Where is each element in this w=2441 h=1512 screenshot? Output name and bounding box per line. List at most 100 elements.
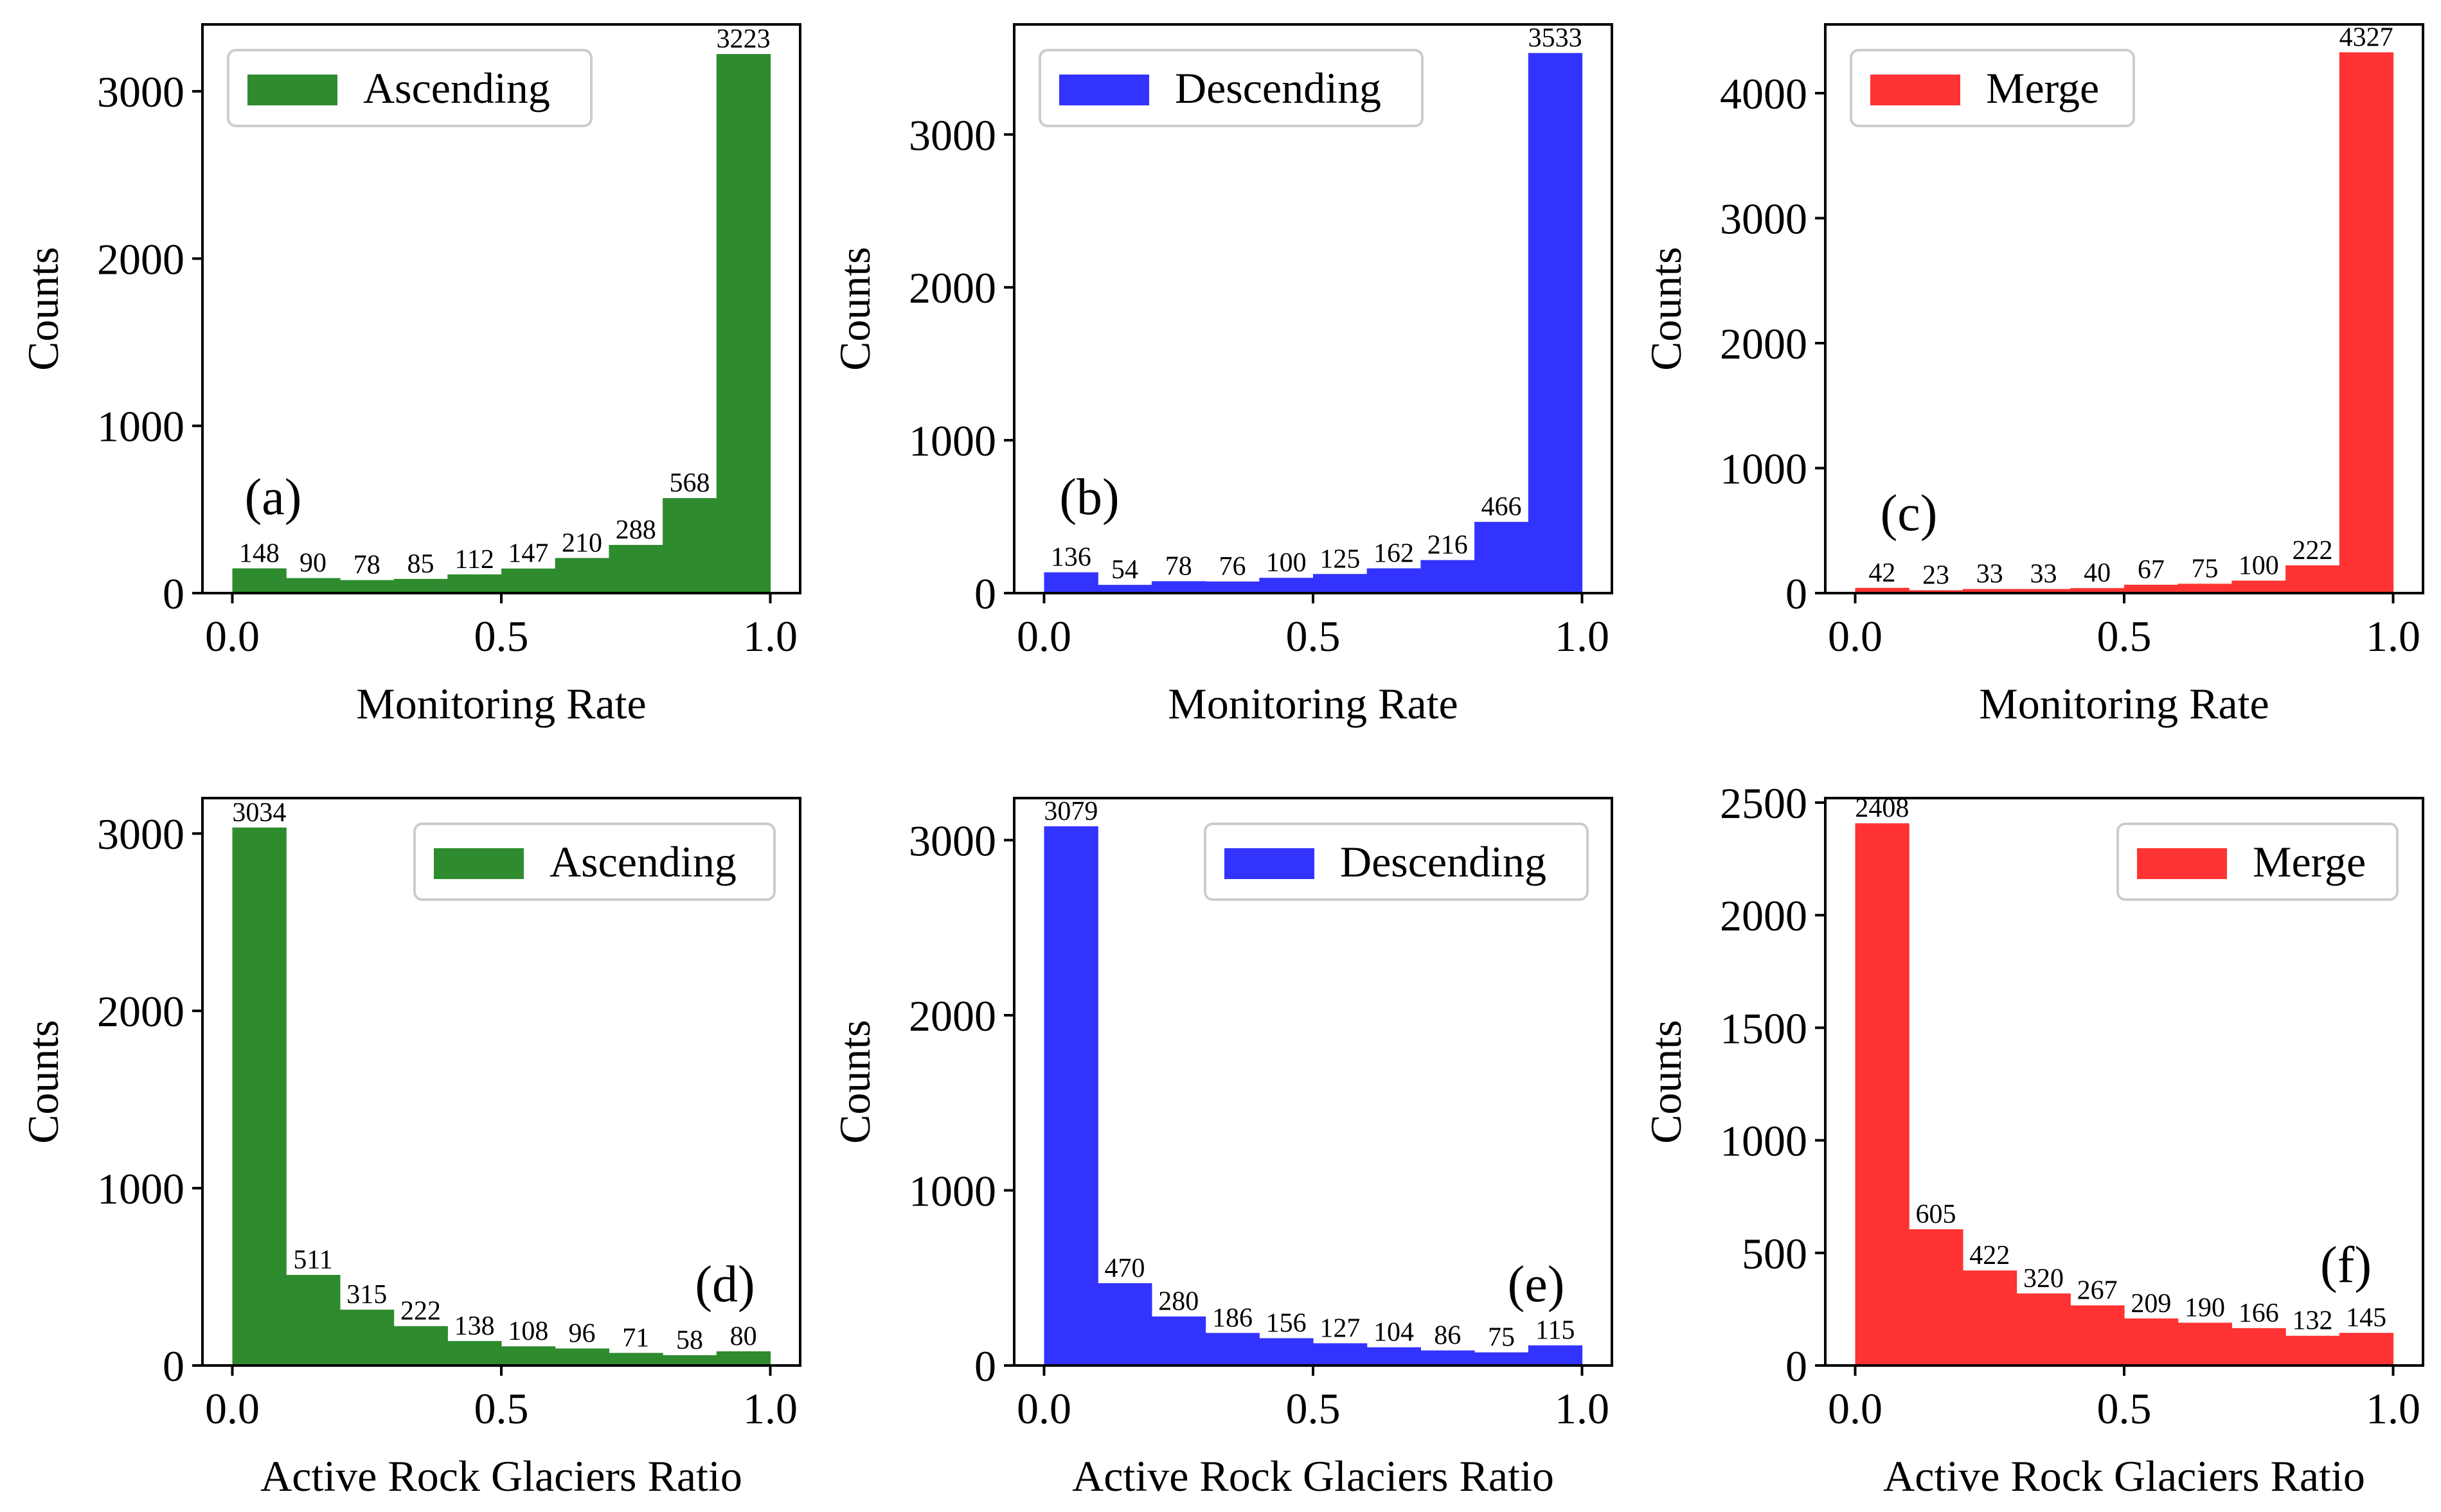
histogram-bar xyxy=(2231,1328,2286,1365)
bar-value-label: 108 xyxy=(508,1317,548,1346)
histogram-bar xyxy=(2285,1335,2340,1365)
bar-value-label: 4327 xyxy=(2339,22,2393,52)
bar-value-label: 222 xyxy=(2292,536,2332,565)
histogram-bar xyxy=(1528,1345,1583,1365)
histogram-bar xyxy=(1151,1316,1206,1365)
histogram-bar xyxy=(2177,583,2232,593)
histogram-bar xyxy=(2339,52,2394,593)
bar-value-label: 320 xyxy=(2023,1264,2064,1294)
histogram-bar xyxy=(2285,565,2340,593)
bar-value-label: 104 xyxy=(1373,1318,1414,1347)
y-axis-label: Counts xyxy=(19,247,67,371)
legend-box xyxy=(1850,49,2135,127)
y-tick-label: 1000 xyxy=(97,1164,184,1213)
histogram-bar xyxy=(286,578,341,593)
legend-swatch xyxy=(1224,848,1314,879)
y-axis-label: Counts xyxy=(19,1020,67,1144)
histogram-bar xyxy=(232,827,287,1365)
x-tick-label: 0.5 xyxy=(2097,1384,2152,1433)
panel-letter: (a) xyxy=(245,469,302,526)
bar-value-label: 568 xyxy=(669,468,710,498)
bar-value-label: 100 xyxy=(2239,551,2279,581)
y-tick-label: 3000 xyxy=(1720,194,1807,243)
legend: Ascending xyxy=(413,823,776,901)
legend-box xyxy=(413,823,776,901)
y-tick-label: 2500 xyxy=(1720,779,1807,828)
legend-swatch xyxy=(1870,75,1960,105)
histogram-bar xyxy=(1420,560,1475,593)
panel-c: 42 23 33 33 40 67 75 100 222 4327 0.0 0.5 1.0 0 1000 20… xyxy=(1641,22,2424,728)
x-tick-label: 1.0 xyxy=(2366,1384,2420,1433)
legend-box xyxy=(2116,823,2399,901)
histogram-bar xyxy=(555,558,609,593)
x-tick-label: 0.5 xyxy=(474,1384,529,1433)
bar-value-label: 3034 xyxy=(232,798,286,828)
x-axis-label: Monitoring Rate xyxy=(1168,679,1458,728)
histogram-bar xyxy=(663,1355,717,1365)
histogram-bar xyxy=(1098,585,1152,593)
y-tick-label: 4000 xyxy=(1720,69,1807,118)
y-tick-label: 2000 xyxy=(909,263,996,312)
y-tick-label: 0 xyxy=(974,569,996,618)
histogram-bar xyxy=(286,1274,341,1365)
x-axis-label: Active Rock Glaciers Ratio xyxy=(1072,1452,1554,1500)
y-tick-label: 0 xyxy=(1785,569,1807,618)
bar-value-label: 222 xyxy=(400,1297,441,1326)
legend-label: Ascending xyxy=(363,64,550,112)
bar-value-label: 127 xyxy=(1319,1313,1360,1343)
y-tick-label: 3000 xyxy=(909,816,996,865)
bar-value-label: 80 xyxy=(730,1322,757,1351)
histogram-bar xyxy=(232,568,287,593)
histogram-bar xyxy=(2231,580,2286,593)
bar-value-label: 136 xyxy=(1051,543,1091,573)
histogram-bar xyxy=(2339,1333,2394,1365)
bar-value-label: 605 xyxy=(1916,1200,1956,1229)
histogram-bar xyxy=(1366,1347,1421,1365)
bar-value-label: 209 xyxy=(2131,1289,2171,1319)
y-tick-label: 3000 xyxy=(97,810,184,858)
histogram-bar xyxy=(1205,1333,1260,1365)
bar-value-label: 42 xyxy=(1868,558,1895,588)
y-tick-label: 0 xyxy=(163,569,184,618)
y-axis-label: Counts xyxy=(1641,1020,1690,1144)
legend-label: Merge xyxy=(1986,64,2099,112)
x-axis-label: Active Rock Glaciers Ratio xyxy=(1883,1452,2365,1500)
bar-value-label: 75 xyxy=(2192,554,2219,583)
y-tick-label: 1500 xyxy=(1720,1004,1807,1053)
y-tick-label: 3000 xyxy=(909,111,996,159)
legend: Descending xyxy=(1204,823,1589,901)
histogram-bar xyxy=(609,1353,663,1365)
bar-value-label: 71 xyxy=(622,1323,649,1353)
histogram-bar xyxy=(1259,578,1314,593)
y-tick-label: 0 xyxy=(163,1342,184,1391)
legend-box xyxy=(1204,823,1589,901)
histogram-bar xyxy=(1855,587,1909,593)
bar-value-label: 422 xyxy=(1969,1241,2010,1270)
bar-value-label: 138 xyxy=(454,1312,495,1341)
y-tick-label: 3000 xyxy=(97,67,184,116)
x-tick-label: 0.0 xyxy=(1828,1384,1882,1433)
histogram-bar xyxy=(716,54,771,593)
legend: Ascending xyxy=(227,49,593,127)
bar-value-label: 75 xyxy=(1488,1323,1515,1353)
histogram-bar xyxy=(2070,588,2125,593)
histogram-bar xyxy=(393,1326,448,1365)
histogram-bar xyxy=(339,580,395,593)
legend-swatch xyxy=(434,848,524,879)
legend-box xyxy=(1039,49,1424,127)
legend-swatch xyxy=(1059,75,1149,105)
bar-value-label: 190 xyxy=(2185,1293,2225,1322)
bar-value-label: 132 xyxy=(2292,1306,2332,1336)
histogram-bar xyxy=(1962,1270,2017,1365)
histogram-bar xyxy=(1151,581,1206,593)
bar-value-label: 3533 xyxy=(1528,23,1582,53)
bar-value-label: 466 xyxy=(1481,492,1521,522)
panel-letter: (d) xyxy=(695,1256,755,1313)
y-tick-label: 2000 xyxy=(97,987,184,1036)
y-tick-label: 2000 xyxy=(1720,319,1807,368)
x-tick-label: 1.0 xyxy=(743,612,798,661)
bar-value-label: 33 xyxy=(1976,560,2003,589)
bar-value-label: 76 xyxy=(1219,552,1246,582)
